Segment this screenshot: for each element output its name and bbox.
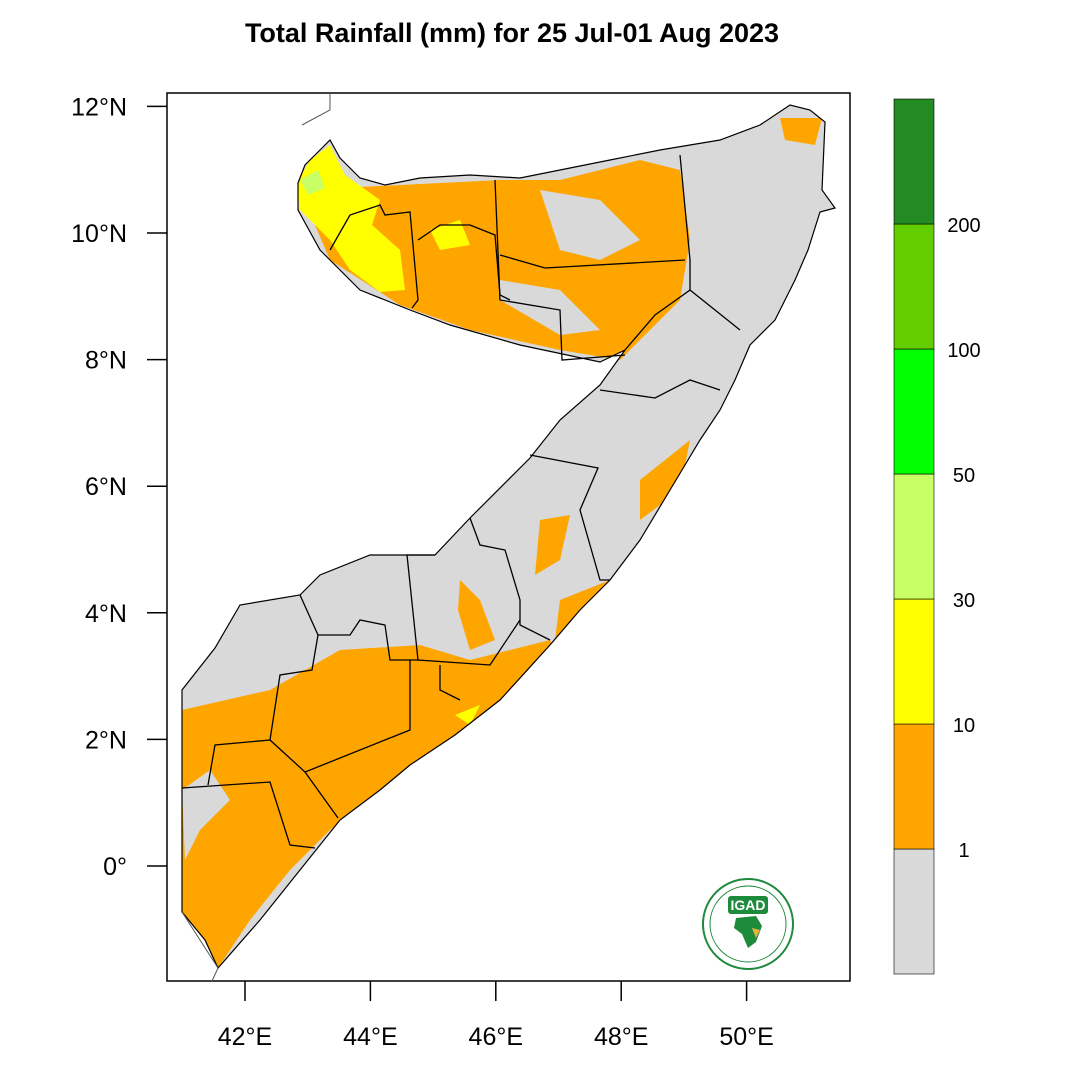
logo-badge xyxy=(728,896,768,914)
colorbar-bin xyxy=(893,848,935,975)
dry-patch-south xyxy=(182,600,310,710)
lat-tick-label: 0° xyxy=(103,853,127,881)
rain-zone-northwest xyxy=(296,145,405,292)
lon-tick-label: 44°E xyxy=(343,1023,397,1051)
lat-tick-label: 10°N xyxy=(71,220,127,248)
lat-tick-label: 4°N xyxy=(85,600,127,628)
colorbar-label: 1 xyxy=(958,840,969,862)
lon-tick-label: 48°E xyxy=(594,1023,648,1051)
colorbar: 1 10 30 50 100 200 xyxy=(893,98,981,975)
colorbar-bin xyxy=(893,98,935,225)
colorbar-bin xyxy=(893,598,935,725)
africa-icon xyxy=(734,916,762,948)
dry-patch-north-2 xyxy=(500,280,600,335)
lat-tick-label: 6°N xyxy=(85,473,127,501)
colorbar-bin xyxy=(893,223,935,350)
lon-tick-label: 50°E xyxy=(719,1023,773,1051)
rain-patch-center xyxy=(458,580,495,650)
igad-logo: IGAD xyxy=(702,878,794,970)
lat-tick-label: 12°N xyxy=(71,93,127,121)
lon-tick-label: 42°E xyxy=(218,1023,272,1051)
border-djibouti xyxy=(301,93,331,126)
colorbar-label: 200 xyxy=(947,215,980,237)
rain-patch-south-yellow xyxy=(455,705,480,725)
dry-patch-southwest xyxy=(182,770,230,860)
colorbar-label: 30 xyxy=(953,590,975,612)
rain-patch-center-2 xyxy=(535,515,570,575)
colorbar-bin xyxy=(893,348,935,475)
map-title: Total Rainfall (mm) for 25 Jul-01 Aug 20… xyxy=(244,18,780,48)
logo-text: IGAD xyxy=(731,897,766,913)
rain-patch-tip xyxy=(780,118,822,145)
colorbar-label: 100 xyxy=(947,340,980,362)
rain-patch-north-yellow xyxy=(430,220,470,250)
lat-tick-label: 2°N xyxy=(85,726,127,754)
lat-tick-label: 8°N xyxy=(85,347,127,375)
longitude-axis: 42°E 44°E 46°E 48°E 50°E xyxy=(218,981,774,1051)
horn-icon xyxy=(752,928,760,938)
dry-patch-north xyxy=(540,190,640,260)
colorbar-bin xyxy=(893,473,935,600)
rainfall-shading xyxy=(182,105,835,968)
rain-patch-east xyxy=(640,440,690,520)
lon-tick-label: 46°E xyxy=(469,1023,523,1051)
admin-boundaries xyxy=(181,154,741,849)
latitude-axis: 12°N 10°N 8°N 6°N 4°N 2°N 0° xyxy=(71,93,167,881)
colorbar-label: 50 xyxy=(953,465,975,487)
colorbar-label: 10 xyxy=(953,715,975,737)
colorbar-bin xyxy=(893,723,935,850)
rain-zone-northwest-peak xyxy=(300,170,325,195)
border-kenya xyxy=(181,911,219,982)
